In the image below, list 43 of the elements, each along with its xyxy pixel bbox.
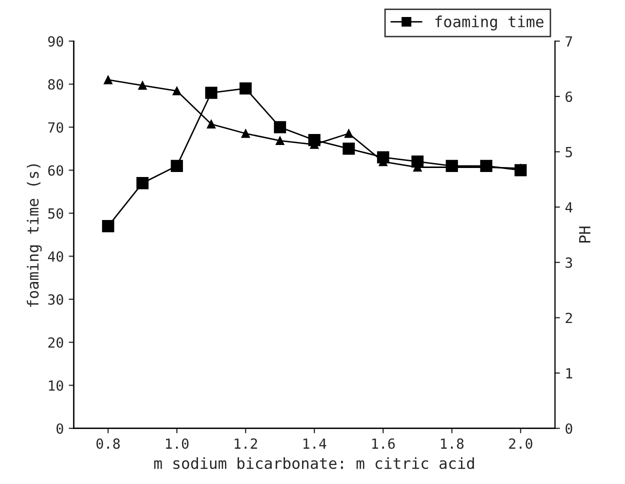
point — [206, 120, 216, 128]
y2-tick-label: 0 — [566, 423, 572, 434]
y2-tick-label: 6 — [566, 91, 572, 102]
point — [205, 86, 218, 99]
y2-tick-label: 7 — [566, 36, 572, 46]
y-tick-label: 30 — [48, 294, 64, 305]
y2-tick-label: 3 — [566, 257, 572, 268]
y-tick-label: 20 — [48, 337, 64, 348]
point — [172, 86, 182, 96]
point — [102, 220, 114, 232]
x-tick-label: 1.0 — [166, 438, 189, 449]
point — [342, 142, 355, 155]
y-tick-label: 50 — [48, 208, 64, 219]
y-tick-label: 80 — [48, 79, 64, 90]
x-tick-label: 0.8 — [96, 438, 120, 449]
y-tick-label: 0 — [56, 423, 64, 434]
y2-tick-label: 5 — [566, 146, 572, 158]
y-tick-label: 60 — [48, 165, 64, 176]
x-tick-label: 2.0 — [509, 438, 532, 449]
y2-tick-label: 2 — [566, 312, 572, 324]
point — [241, 129, 250, 138]
y-tick-label: 10 — [48, 380, 64, 391]
legend-label: foaming time — [435, 16, 544, 30]
y2-tick-label: 1 — [566, 368, 572, 378]
y-tick-label: 90 — [48, 36, 64, 47]
y-tick-label: 40 — [48, 251, 64, 262]
x-tick-label: 1.2 — [234, 438, 257, 449]
point — [170, 160, 183, 172]
x-tick-label: 1.8 — [441, 438, 464, 449]
point — [240, 82, 252, 95]
y-axis-title: foaming time (s) — [26, 164, 42, 307]
y2-axis-title: PH — [579, 226, 590, 242]
x-axis-title: m sodium bicarbonate: m citric acid — [154, 457, 474, 470]
point — [274, 121, 286, 134]
point — [104, 76, 112, 84]
x-tick-label: 1.4 — [304, 438, 326, 449]
point — [138, 81, 147, 90]
y2-tick-label: 4 — [565, 202, 572, 212]
y-tick-label: 70 — [48, 122, 64, 133]
x-tick-label: 1.6 — [372, 438, 395, 449]
point — [136, 177, 149, 190]
point — [344, 129, 354, 138]
point — [276, 136, 284, 146]
